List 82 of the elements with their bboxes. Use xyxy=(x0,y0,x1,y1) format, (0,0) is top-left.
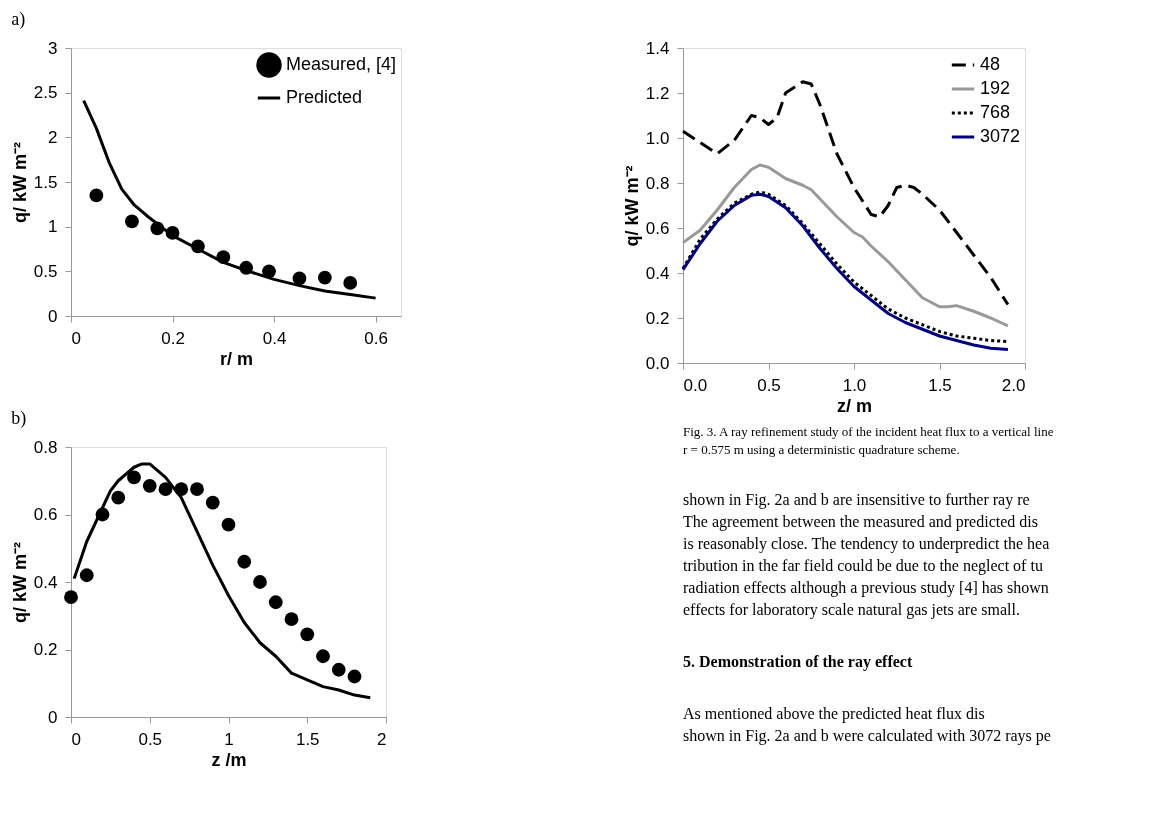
point xyxy=(331,662,346,677)
y-tick-label: 1.4 xyxy=(645,38,670,58)
point xyxy=(253,575,267,589)
y-tick-label: 0.6 xyxy=(645,218,670,238)
text: As mentioned above the predicted heat flux dis xyxy=(683,705,985,723)
y-tick-label: 0.2 xyxy=(645,308,670,328)
legend-label: 768 xyxy=(980,102,1011,122)
point xyxy=(79,568,94,583)
text: is reasonably close. The tendency to underpredict the hea xyxy=(683,535,1050,553)
y-tick-label: 0.0 xyxy=(645,353,670,373)
x-axis-title: z /m xyxy=(211,749,247,770)
legend-label: 3072 xyxy=(980,126,1021,146)
point xyxy=(125,214,139,229)
x-axis-title: z/ m xyxy=(836,395,873,416)
x-tick-label: 0.5 xyxy=(138,729,163,749)
text: The agreement between the measured and predicted dis xyxy=(683,513,1038,531)
point xyxy=(316,649,330,664)
x-tick-label: 0 xyxy=(71,328,81,348)
text: shown in Fig. 2a and b are insensitive to further ray re xyxy=(683,491,1030,509)
y-tick-label: 2 xyxy=(48,127,58,147)
text: r = 0.575 m using a deterministic quadrature scheme. xyxy=(683,442,960,457)
x-tick-label: 0.4 xyxy=(262,328,287,348)
y-tick-label: 3 xyxy=(48,38,58,58)
point xyxy=(64,590,78,605)
y-tick-label: 0.6 xyxy=(33,505,58,524)
point xyxy=(300,627,315,642)
y-tick-label: 0.8 xyxy=(645,173,670,193)
legend-label: 48 xyxy=(980,54,1001,74)
point xyxy=(237,554,252,569)
point xyxy=(347,669,362,684)
text: shown in Fig. 2a and b were calculated with 3072 rays pe xyxy=(683,727,1051,745)
y-tick-label: 1 xyxy=(48,217,58,237)
x-tick-label: 2 xyxy=(377,729,387,749)
x-tick-label: 1 xyxy=(224,729,234,749)
y-tick-label: 1.5 xyxy=(33,172,58,192)
y-tick-label: 0.4 xyxy=(645,263,670,283)
y-tick-label: 0.4 xyxy=(33,572,58,592)
point xyxy=(158,482,173,497)
point xyxy=(89,188,104,203)
y-tick-label: 0.5 xyxy=(33,261,58,281)
y-axis-title: q/ kW m⁻² xyxy=(9,142,30,223)
point xyxy=(284,612,299,626)
point xyxy=(343,276,358,290)
text: tribution in the far field could be due to the neglect of tu xyxy=(683,557,1043,575)
x-tick-label: 1.5 xyxy=(928,375,952,395)
legend-label: Measured, [4] xyxy=(286,54,397,74)
x-tick-label: 1.5 xyxy=(295,729,320,749)
point xyxy=(268,595,283,610)
y-tick-label: 0 xyxy=(48,306,58,326)
legend-label: 192 xyxy=(980,78,1011,98)
point xyxy=(142,478,157,493)
point xyxy=(111,490,126,505)
point xyxy=(317,270,332,285)
x-tick-label: 0.5 xyxy=(757,375,781,395)
y-axis-title: q/ kW m⁻² xyxy=(621,165,642,247)
point xyxy=(221,517,236,532)
point xyxy=(292,271,307,286)
text: radiation effects although a previous study [4] has shown xyxy=(683,579,1049,597)
y-tick-label: 1.2 xyxy=(645,83,670,103)
y-tick-label: 0.8 xyxy=(33,437,58,457)
point xyxy=(190,482,204,497)
x-tick-label: 2.0 xyxy=(1001,375,1026,395)
text: 5. Demonstration of the ray effect xyxy=(683,653,913,671)
x-axis-title: r/ m xyxy=(219,348,254,369)
y-tick-label: 0 xyxy=(48,707,58,727)
point xyxy=(127,470,141,485)
y-tick-label: 1.0 xyxy=(645,128,670,148)
x-tick-label: 0.0 xyxy=(683,375,708,395)
x-tick-label: 0 xyxy=(71,729,81,749)
chart-title: a) xyxy=(11,9,26,30)
line-series xyxy=(72,462,372,700)
y-tick-label: 2.5 xyxy=(33,83,58,103)
text: effects for laboratory scale natural gas jets are small. xyxy=(683,601,1020,619)
chart-title: b) xyxy=(11,408,27,429)
y-axis-title: q/ kW m⁻² xyxy=(9,542,30,623)
point xyxy=(205,495,220,510)
caption: Fig. 3. A ray refinement study of the incident heat flux to a vertical line xyxy=(683,424,1054,439)
x-tick-label: 1.0 xyxy=(842,375,867,395)
y-tick-label: 0.2 xyxy=(33,640,58,659)
x-tick-label: 0.2 xyxy=(161,328,185,348)
x-tick-label: 0.6 xyxy=(364,328,388,348)
legend-label: Predicted xyxy=(286,87,363,107)
